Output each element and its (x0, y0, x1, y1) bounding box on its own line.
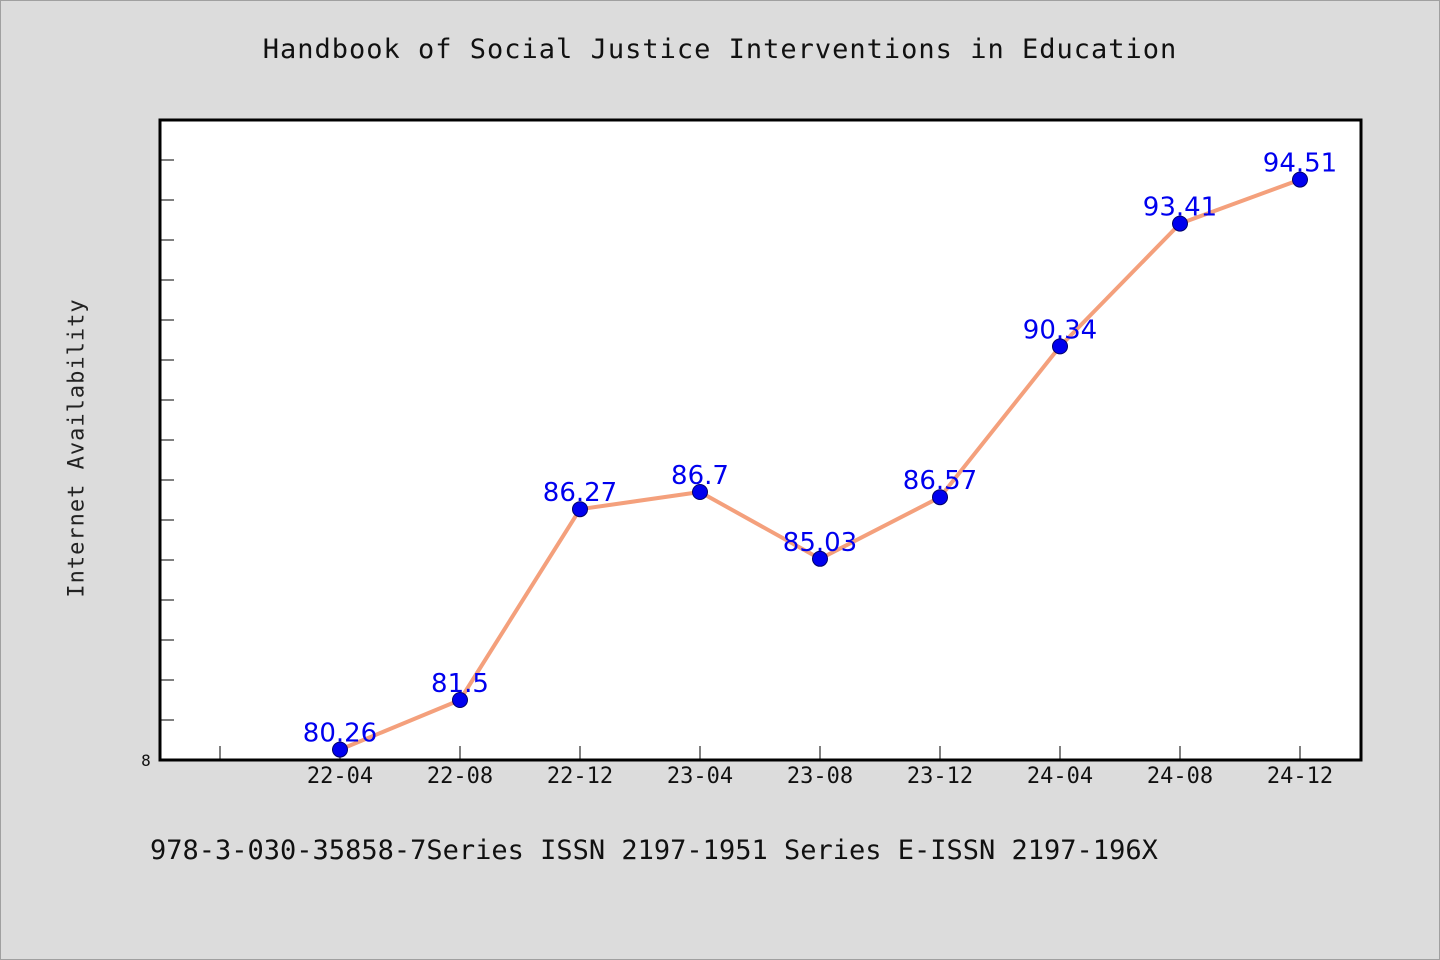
data-label: 86.27 (543, 478, 617, 508)
data-label: 81.5 (431, 669, 489, 699)
data-label: 86.7 (671, 461, 729, 491)
y-origin-label: 8 (141, 751, 151, 770)
data-point (692, 484, 708, 500)
data-label: 93.41 (1143, 193, 1217, 223)
series-group: 80.26 81.5 86.27 86.7 85.03 86.57 90.34 93.41 94… (303, 149, 1337, 758)
data-point (932, 489, 948, 506)
x-tick-label: 23-08 (787, 764, 853, 789)
data-label: 90.34 (1023, 315, 1097, 345)
y-axis-ticks (160, 159, 174, 721)
footer-text: 978-3-030-35858-7Series ISSN 2197-1951 S… (150, 835, 1158, 866)
x-axis-ticks: 22-04 22-08 22-12 23-04 23-08 23-12 24-04 24-08… (219, 746, 1333, 789)
data-label: 86.57 (903, 466, 977, 496)
x-tick-label: 22-04 (307, 764, 373, 789)
data-label: 85.03 (783, 528, 857, 558)
x-tick-label: 22-08 (427, 764, 493, 789)
x-tick-label: 24-12 (1267, 764, 1333, 789)
x-tick-label: 24-08 (1147, 764, 1213, 789)
data-point (1292, 171, 1308, 188)
data-label: 94.51 (1263, 149, 1337, 179)
data-point (572, 501, 588, 518)
x-tick-label: 22-12 (547, 764, 613, 789)
chart-title: Handbook of Social Justice Interventions… (262, 34, 1178, 65)
data-point (452, 692, 468, 708)
data-point (812, 550, 828, 567)
data-point (1052, 338, 1068, 355)
x-tick-label: 23-12 (907, 764, 973, 789)
x-tick-label: 23-04 (667, 764, 733, 789)
data-point (332, 741, 348, 758)
data-point (1172, 215, 1188, 232)
data-label: 80.26 (303, 719, 377, 749)
x-tick-label: 24-04 (1027, 764, 1093, 789)
plot-area (158, 118, 1363, 762)
